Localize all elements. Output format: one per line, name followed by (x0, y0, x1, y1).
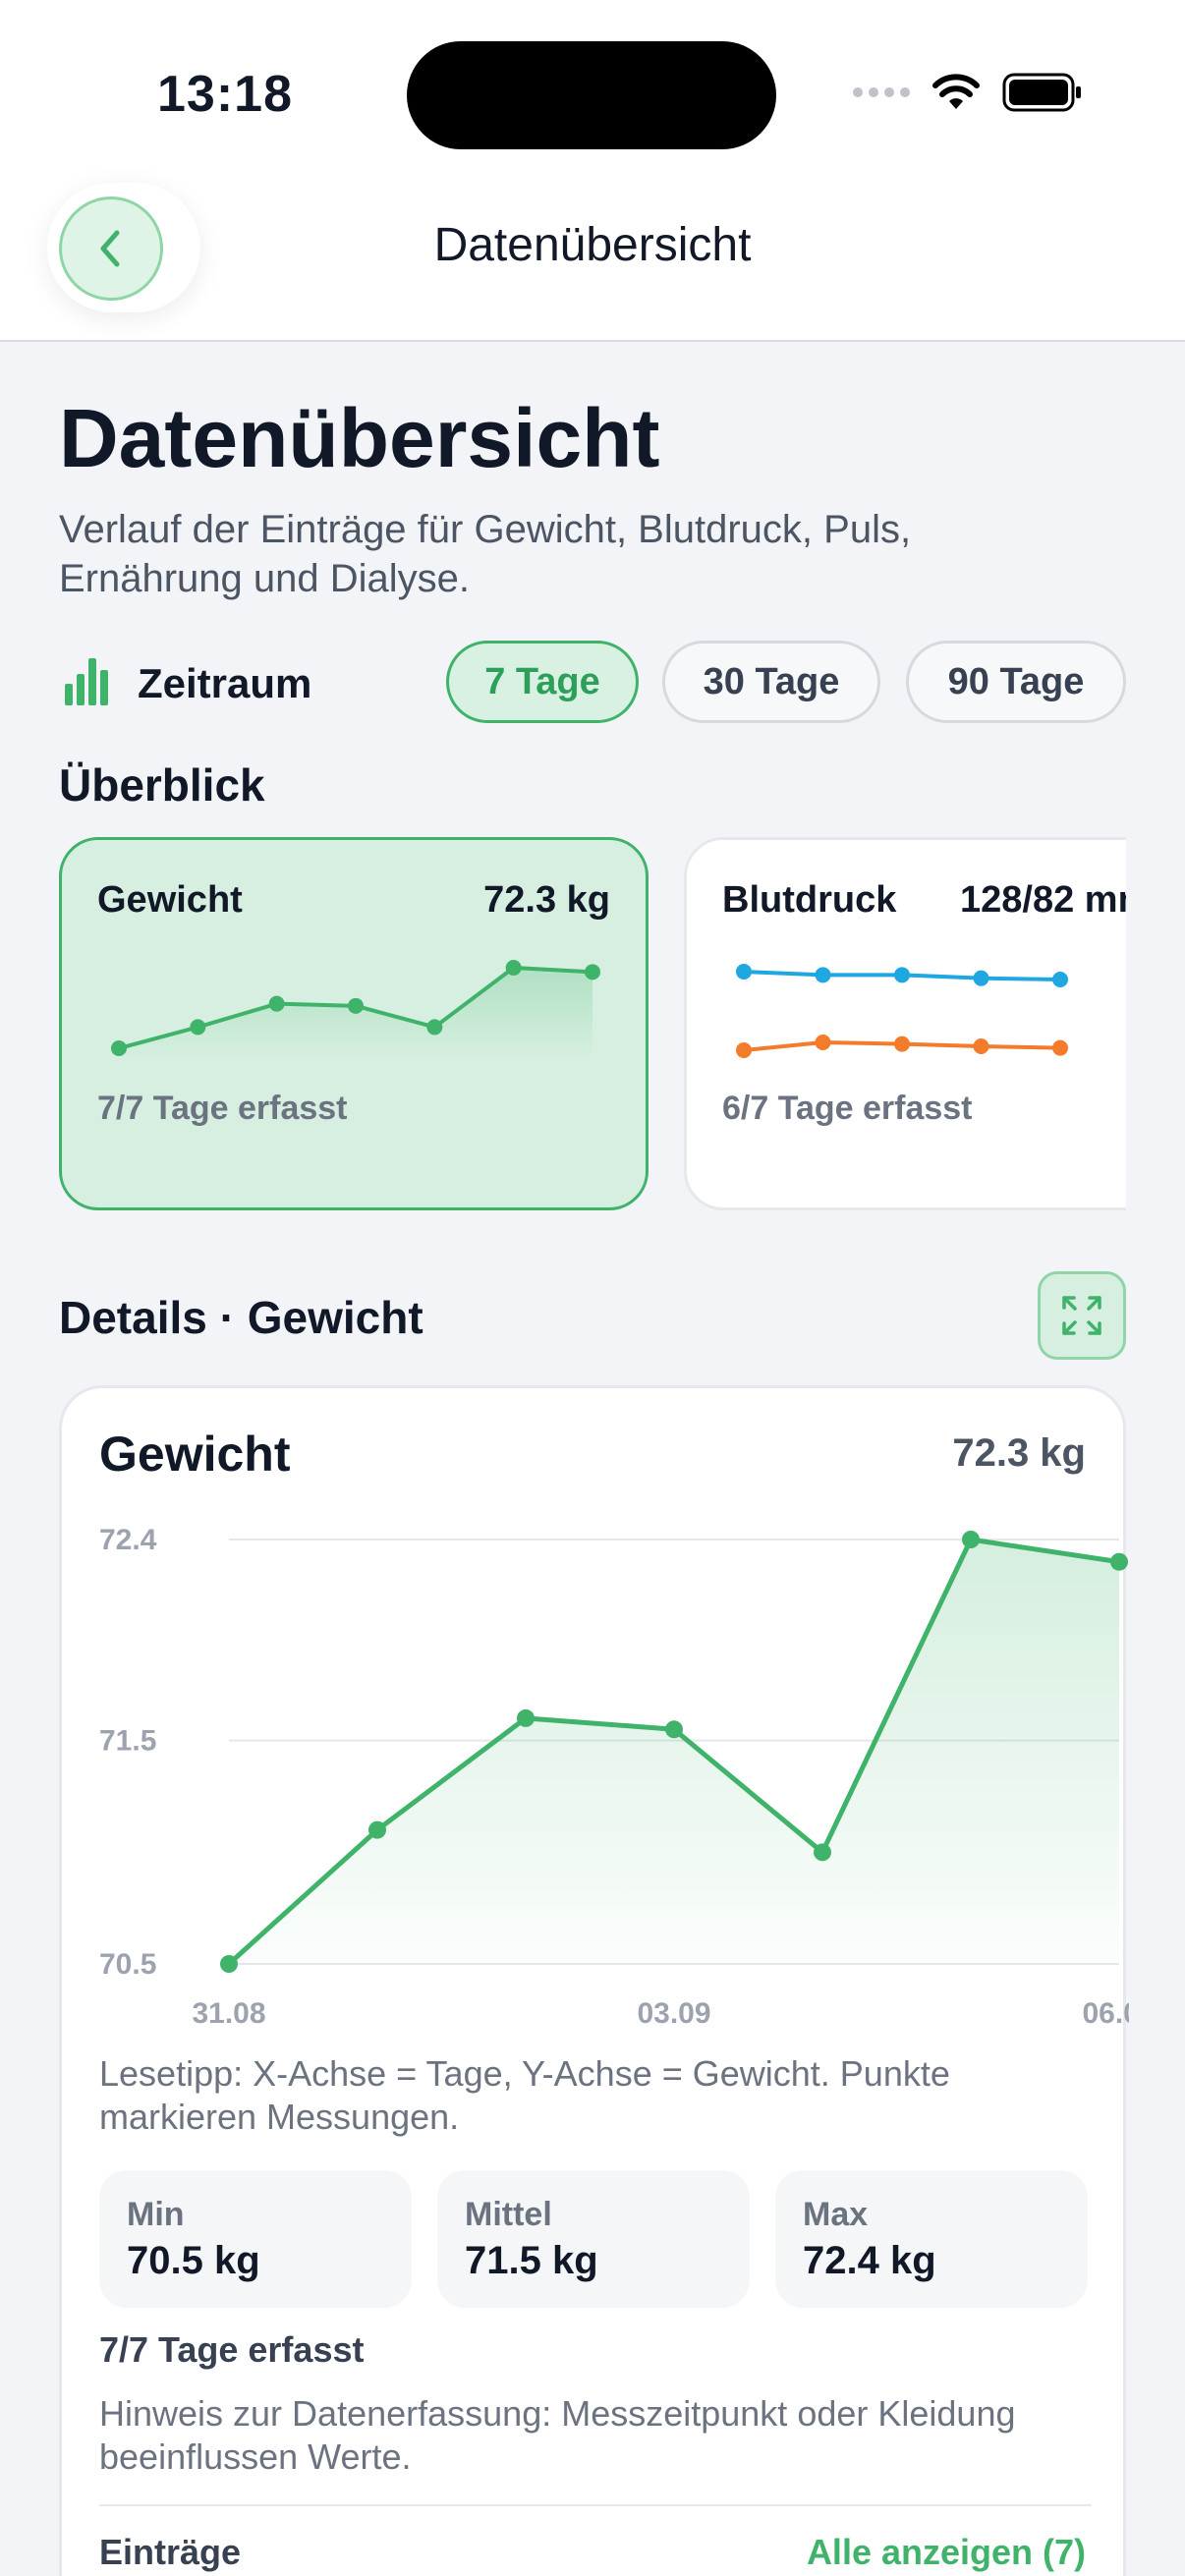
status-time: 13:18 (157, 66, 293, 123)
data-point (665, 1720, 683, 1739)
y-tick-label: 70.5 (99, 1948, 156, 1981)
data-capture-note: Hinweis zur Datenerfassung: Messzeitpunk… (99, 2393, 1016, 2477)
chart-area (229, 1540, 1119, 1964)
dynamic-island (407, 41, 776, 149)
overview-card-name: Gewicht (97, 879, 243, 921)
overview-carousel[interactable]: Gewicht 72.3 kg 7/7 Tage erfasst Blutdru… (0, 825, 1126, 1238)
top-bar: 13:18 Datenübersicht (0, 0, 1185, 342)
overview-card-value: 128/82 mmHg (960, 879, 1126, 921)
weight-line-chart: 70.5 71.5 72.4 31.08 03.09 06.09 (99, 1524, 1129, 2030)
systolic-point (815, 967, 831, 983)
overview-card-value: 72.3 kg (483, 879, 610, 921)
details-title: Details · Gewicht (59, 1292, 423, 1343)
sparkline-point (348, 997, 364, 1014)
diastolic-point (1052, 1039, 1068, 1056)
divider (99, 2504, 1092, 2506)
sparkline-point (505, 960, 522, 976)
range-label: Zeitraum (138, 660, 312, 706)
sparkline-point (585, 964, 600, 980)
blood-pressure-sparkline (736, 964, 1068, 1058)
overview-card-coverage: 6/7 Tage erfasst (722, 1090, 973, 1127)
diastolic-point (894, 1036, 910, 1052)
expand-icon (1062, 1296, 1101, 1335)
stat-max: Max 72.4 kg (775, 2170, 1088, 2308)
systolic-point (973, 970, 989, 986)
detail-card: Gewicht 72.3 kg 70.5 71.5 72.4 31.08 03.09 06… (59, 1385, 1129, 2576)
cellular-signal-icon (853, 87, 910, 97)
stat-mean: Mittel 71.5 kg (437, 2170, 750, 2308)
detail-coverage: 7/7 Tage erfasst (99, 2329, 365, 2370)
systolic-point (1052, 972, 1068, 987)
stat-label: Max (803, 2196, 869, 2233)
weight-sparkline (111, 960, 600, 1058)
back-button[interactable] (59, 196, 163, 301)
data-point (1110, 1552, 1128, 1571)
systolic-point (736, 964, 752, 980)
x-tick-label: 06.09 (1082, 1997, 1129, 2030)
y-tick-label: 71.5 (99, 1725, 156, 1758)
stat-value: 71.5 kg (465, 2239, 598, 2282)
overview-title: Überblick (59, 759, 265, 811)
systolic-point (894, 967, 910, 983)
status-icons (853, 73, 1083, 112)
range-option-7-days[interactable]: 7 Tage (446, 641, 639, 723)
y-tick-label: 72.4 (99, 1524, 157, 1556)
overview-card-weight[interactable]: Gewicht 72.3 kg 7/7 Tage erfasst (59, 837, 649, 1210)
range-option-30-days[interactable]: 30 Tage (662, 641, 880, 723)
entries-label: Einträge (99, 2532, 242, 2572)
page-subtitle: Verlauf der Einträge für Gewicht, Blutdr… (59, 508, 912, 600)
stat-min: Min 70.5 kg (99, 2170, 412, 2308)
detail-card-value: 72.3 kg (952, 1431, 1086, 1475)
sparkline-point (190, 1019, 206, 1036)
range-selector: Zeitraum 7 Tage 30 Tage 90 Tage (59, 641, 1126, 723)
sparkline-point (111, 1040, 127, 1056)
x-tick-label: 03.09 (637, 1997, 710, 2030)
chevron-left-icon (100, 230, 120, 267)
data-point (962, 1531, 980, 1548)
chart-reading-tip: Lesetipp: X-Achse = Tage, Y-Achse = Gewi… (99, 2053, 950, 2137)
back-button-wrapper (47, 183, 200, 312)
detail-card-title: Gewicht (99, 1427, 291, 1482)
range-option-90-days[interactable]: 90 Tage (906, 641, 1126, 723)
stat-label: Min (127, 2196, 185, 2233)
sparkline-point (268, 995, 285, 1012)
overview-card-name: Blutdruck (722, 879, 897, 921)
show-all-entries-link[interactable]: Alle anzeigen (7) (806, 2532, 1086, 2572)
sparkline-point (426, 1019, 443, 1036)
overview-card-blood-pressure[interactable]: Blutdruck 128/82 mmHg 6/7 Tage erfasst (684, 837, 1126, 1210)
overview-card-coverage: 7/7 Tage erfasst (97, 1090, 348, 1127)
page-title: Datenübersicht (59, 392, 660, 484)
wifi-icon (932, 74, 980, 109)
data-point (220, 1955, 238, 1973)
stat-value: 72.4 kg (803, 2239, 936, 2282)
diastolic-point (815, 1035, 831, 1050)
data-point (517, 1708, 535, 1727)
x-tick-label: 31.08 (192, 1997, 265, 2030)
stat-label: Mittel (465, 2196, 552, 2233)
nav-title: Datenübersicht (433, 219, 752, 271)
diastolic-point (973, 1038, 989, 1054)
expand-button[interactable] (1038, 1271, 1126, 1360)
data-point (814, 1843, 831, 1862)
data-point (368, 1820, 386, 1839)
stat-value: 70.5 kg (127, 2239, 260, 2282)
diastolic-point (736, 1042, 752, 1058)
battery-icon (1002, 73, 1081, 112)
bar-chart-icon (65, 658, 108, 705)
